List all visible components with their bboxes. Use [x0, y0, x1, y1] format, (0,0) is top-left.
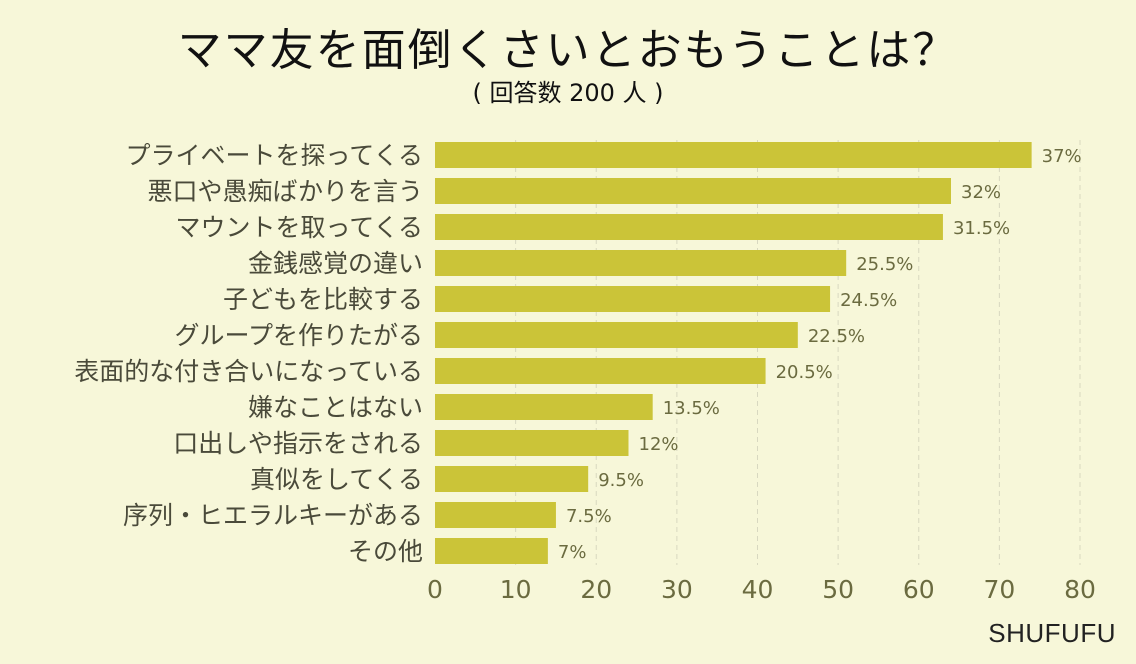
chart-title: ママ友を面倒くさいとおもうことは？ — [177, 25, 959, 76]
bar — [435, 286, 831, 312]
category-label: グループを作りたがる — [174, 321, 423, 350]
value-label: 20.5% — [776, 362, 833, 383]
x-tick-label: 10 — [500, 575, 532, 604]
x-tick-label: 60 — [903, 575, 935, 604]
category-label: プライベートを探ってくる — [125, 141, 423, 170]
labels: 0 10 20 30 40 50 60 70 80 プライベートを探ってくる 37% 悪口や愚痴ばかり… — [74, 141, 1096, 604]
value-label: 31.5% — [953, 218, 1010, 239]
category-label: マウントを取ってくる — [175, 213, 423, 242]
bar — [435, 142, 1032, 168]
category-label: 表面的な付き合いになっている — [74, 357, 423, 386]
bar — [435, 178, 951, 204]
value-label: 22.5% — [808, 326, 865, 347]
bars — [435, 142, 1032, 564]
bar — [435, 358, 766, 384]
x-tick-label: 70 — [983, 575, 1015, 604]
value-label: 13.5% — [663, 398, 720, 419]
bar — [435, 394, 653, 420]
bar — [435, 250, 847, 276]
category-label: 口出しや指示をされる — [173, 429, 423, 458]
bar — [435, 538, 548, 564]
value-label: 32% — [961, 182, 1001, 203]
value-label: 37% — [1042, 146, 1082, 167]
category-label: 嫌なことはない — [248, 393, 423, 422]
category-label: 序列・ヒエラルキーがある — [123, 501, 423, 530]
value-label: 12% — [639, 434, 679, 455]
x-tick-label: 30 — [661, 575, 693, 604]
value-label: 7% — [558, 542, 587, 563]
category-label: 悪口や愚痴ばかりを言う — [147, 177, 423, 206]
x-tick-label: 20 — [580, 575, 612, 604]
value-label: 7.5% — [566, 506, 612, 527]
chart-subtitle: ( 回答数 200 人 ) — [472, 79, 664, 107]
x-tick-label: 50 — [822, 575, 854, 604]
bar — [435, 502, 556, 528]
category-label: 真似をしてくる — [250, 465, 423, 494]
value-label: 24.5% — [840, 290, 897, 311]
x-tick-label: 80 — [1064, 575, 1096, 604]
category-label: その他 — [348, 537, 423, 566]
category-label: 子どもを比較する — [223, 285, 423, 314]
value-label: 25.5% — [856, 254, 913, 275]
grid-lines — [515, 140, 1081, 565]
bar — [435, 430, 629, 456]
bar — [435, 214, 943, 240]
value-label: 9.5% — [598, 470, 644, 491]
source-label: SHUFUFU — [988, 618, 1116, 648]
x-tick-label: 40 — [742, 575, 774, 604]
x-tick-label: 0 — [427, 575, 443, 604]
category-label: 金銭感覚の違い — [248, 249, 423, 278]
bar — [435, 322, 798, 348]
bar — [435, 466, 589, 492]
